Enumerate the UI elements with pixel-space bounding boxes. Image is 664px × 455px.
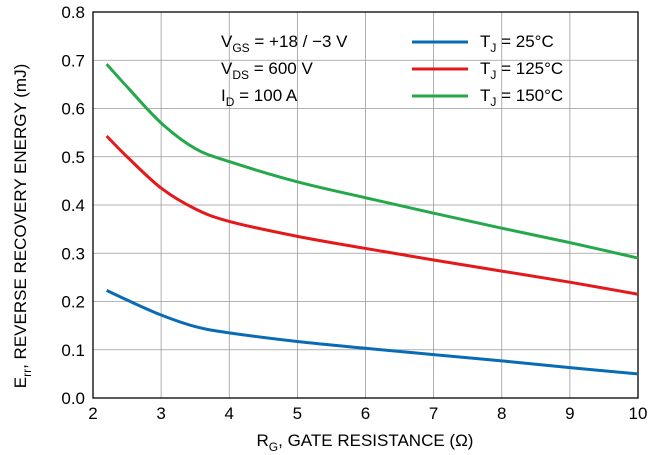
y-tick-label: 0.7 xyxy=(61,51,85,70)
gridlines xyxy=(93,12,638,398)
x-tick-label: 4 xyxy=(225,404,234,423)
y-tick-label: 0.4 xyxy=(61,196,85,215)
tick-labels: 2 3 4 5 6 7 8 9 10 0.0 0.1 0.2 0.3 0.4 0.5 0.6 0.7 0.8 xyxy=(61,3,647,423)
condition-id: ID = 100 A xyxy=(221,86,298,109)
x-tick-label: 8 xyxy=(497,404,506,423)
series-line-25c xyxy=(105,289,639,376)
series-layer xyxy=(105,63,639,376)
legend-label-25c: TJ = 25°C xyxy=(480,32,554,55)
condition-vds: VDS = 600 V xyxy=(221,59,313,82)
x-axis-title: RG, GATE RESISTANCE (Ω) xyxy=(257,431,474,454)
x-tick-label: 5 xyxy=(293,404,302,423)
y-tick-label: 0.8 xyxy=(61,3,85,22)
x-tick-label: 3 xyxy=(156,404,165,423)
series-line-150c xyxy=(105,63,639,260)
x-tick-label: 2 xyxy=(88,404,97,423)
y-tick-label: 0.2 xyxy=(61,293,85,312)
test-conditions: VGS = +18 / −3 V VDS = 600 V ID = 100 A xyxy=(221,32,348,109)
x-tick-label: 9 xyxy=(565,404,574,423)
x-tick-label: 10 xyxy=(629,404,648,423)
y-axis-title: Err, REVERSE RECOVERY ENERGY (mJ) xyxy=(11,64,34,388)
legend: TJ = 25°C TJ = 125°C TJ = 150°C xyxy=(412,32,563,109)
condition-vgs: VGS = +18 / −3 V xyxy=(221,32,348,55)
plot-frame xyxy=(92,11,639,399)
y-tick-label: 0.1 xyxy=(61,341,85,360)
x-tick-label: 6 xyxy=(361,404,370,423)
y-tick-label: 0.0 xyxy=(61,389,85,408)
x-tick-label: 7 xyxy=(429,404,438,423)
y-tick-label: 0.3 xyxy=(61,244,85,263)
y-tick-label: 0.6 xyxy=(61,100,85,119)
series-line-125c xyxy=(105,134,639,296)
y-tick-label: 0.5 xyxy=(61,148,85,167)
legend-label-125c: TJ = 125°C xyxy=(480,59,563,82)
legend-label-150c: TJ = 150°C xyxy=(480,86,563,109)
